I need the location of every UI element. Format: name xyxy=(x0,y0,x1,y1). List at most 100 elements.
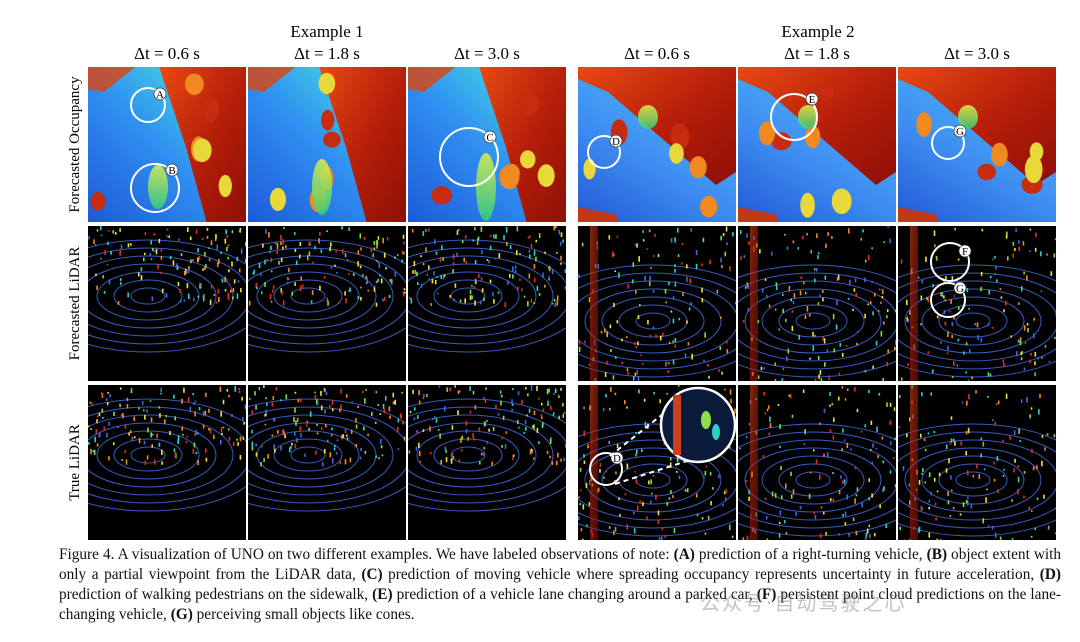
lidar-point xyxy=(210,240,213,246)
lidar-point xyxy=(294,391,297,394)
caption-key: (B) xyxy=(926,546,948,563)
lidar-point xyxy=(240,248,243,255)
lidar-point xyxy=(446,387,449,392)
lidar-point xyxy=(359,456,362,460)
lidar-point xyxy=(845,344,848,347)
lidar-point xyxy=(597,487,600,492)
lidar-point xyxy=(900,259,903,264)
lidar-point xyxy=(284,245,287,249)
lidar-point xyxy=(536,427,539,433)
lidar-point xyxy=(533,277,536,283)
lidar-point xyxy=(202,268,204,271)
lidar-point xyxy=(764,278,767,281)
lidar-point xyxy=(348,272,350,275)
lidar-point xyxy=(311,290,314,295)
lidar-point xyxy=(657,520,660,525)
lidar-point xyxy=(838,490,841,495)
lidar-point xyxy=(469,386,471,391)
lidar-point xyxy=(480,226,483,232)
lidar-point xyxy=(817,255,819,260)
zoom-detail xyxy=(701,411,711,429)
lidar-point xyxy=(460,449,463,452)
callout-circle xyxy=(931,126,965,160)
lidar-point xyxy=(829,498,832,502)
lidar-point xyxy=(107,230,110,232)
lidar-point xyxy=(802,235,804,240)
lidar-point xyxy=(498,253,501,258)
lidar-ring xyxy=(408,414,554,496)
lidar-point xyxy=(1010,335,1012,338)
lidar-point xyxy=(551,302,554,305)
lidar-point xyxy=(224,289,227,292)
lidar-point xyxy=(480,452,483,456)
lidar-point xyxy=(290,446,292,449)
lidar-point xyxy=(701,263,703,267)
lidar-point xyxy=(493,234,495,239)
lidar-point xyxy=(1023,367,1026,371)
lidar-point xyxy=(499,390,502,394)
lidar-point xyxy=(375,302,378,307)
lidar-point xyxy=(161,288,164,294)
lidar-point xyxy=(869,301,872,305)
lidar-point xyxy=(695,250,698,256)
lidar-point xyxy=(1041,356,1043,359)
lidar-point xyxy=(143,440,146,445)
lidar-point xyxy=(739,230,742,235)
lidar-point xyxy=(185,440,188,444)
lidar-point xyxy=(535,239,538,243)
lidar-point xyxy=(436,276,439,278)
lidar-point xyxy=(665,361,667,367)
lidar-point xyxy=(483,396,485,401)
lidar-point xyxy=(800,276,803,280)
lidar-point xyxy=(469,289,472,295)
lidar-point xyxy=(952,506,955,510)
lidar-point xyxy=(92,450,95,453)
lidar-point xyxy=(117,301,120,305)
lidar-point xyxy=(536,285,539,291)
lidar-point xyxy=(978,474,981,479)
lidar-point xyxy=(724,497,727,502)
lidar-point xyxy=(326,439,329,442)
lidar-point xyxy=(894,346,896,351)
lidar-point xyxy=(206,235,209,239)
lidar-point xyxy=(653,255,655,257)
lidar-point xyxy=(443,274,446,278)
lidar-point xyxy=(1003,309,1005,313)
lidar-point xyxy=(445,457,448,463)
lidar-point xyxy=(642,239,645,242)
lidar-point xyxy=(511,404,514,406)
lidar-point xyxy=(403,251,405,255)
lidar-point xyxy=(552,414,555,417)
lidar-point xyxy=(882,460,885,464)
lidar-point xyxy=(817,356,820,361)
lidar-point xyxy=(416,271,418,277)
lidar-point xyxy=(270,300,273,303)
lidar-point xyxy=(950,489,953,492)
lidar-point xyxy=(275,387,278,391)
lidar-point xyxy=(790,494,793,499)
lidar-point xyxy=(587,445,589,449)
lidar-point xyxy=(276,250,278,255)
lidar-point xyxy=(1055,313,1056,317)
lidar-point xyxy=(809,357,811,360)
lidar-point xyxy=(172,260,175,266)
lidar-point xyxy=(357,296,360,299)
lidar-point xyxy=(681,243,684,246)
lidar-point xyxy=(832,435,835,440)
lidar-point xyxy=(1020,351,1023,356)
lidar-ring xyxy=(921,296,1025,346)
lidar-point xyxy=(831,403,834,406)
lidar-point xyxy=(319,285,321,291)
lidar-point xyxy=(1015,351,1018,357)
lidar-point xyxy=(265,228,267,234)
lidar-point xyxy=(837,274,840,280)
lidar-point xyxy=(1023,271,1025,275)
lidar-point xyxy=(523,295,526,298)
lidar-point xyxy=(868,389,870,394)
lidar-point xyxy=(980,453,982,458)
lidar-point xyxy=(269,251,271,253)
lidar-point xyxy=(846,494,848,500)
lidar-point xyxy=(96,285,98,291)
lidar-ring xyxy=(88,422,217,488)
lidar-ring xyxy=(738,280,896,362)
